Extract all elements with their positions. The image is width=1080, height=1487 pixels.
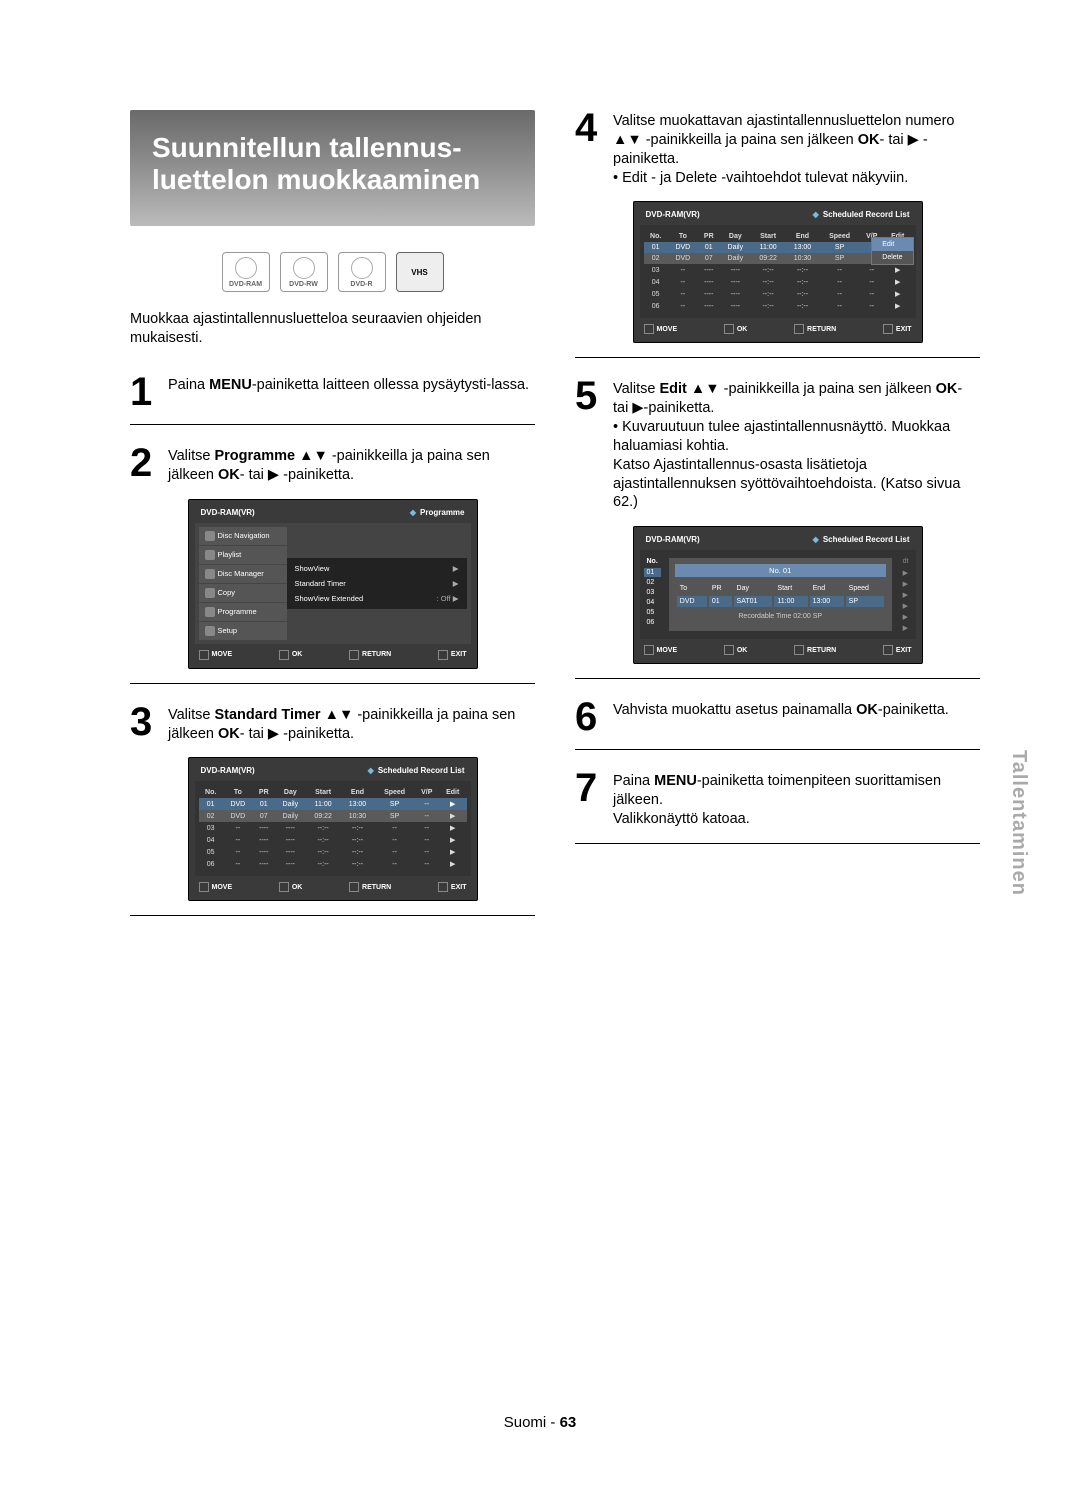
page-title: Suunnitellun tallennus-luettelon muokkaa… — [152, 132, 480, 195]
table-row: 01DVD01Daily11:0013:00SP--▶ — [199, 798, 467, 810]
step-6: 6 Vahvista muokattu asetus painamalla OK… — [575, 699, 980, 735]
step-5: 5 Valitse Edit ▲▼ -painikkeilla ja paina… — [575, 378, 980, 512]
divider — [575, 749, 980, 750]
divider — [575, 357, 980, 358]
page-footer: Suomi - 63 — [0, 1414, 1080, 1431]
intro-text: Muokkaa ajastintallennusluetteloa seuraa… — [130, 310, 535, 348]
dvd-rw-icon: DVD-RW — [280, 252, 328, 292]
step-1-text: Paina MENU-painiketta laitteen ollessa p… — [168, 374, 529, 410]
step-5-text: Valitse Edit ▲▼ -painikkeilla ja paina s… — [613, 378, 980, 512]
step-3-text: Valitse Standard Timer ▲▼ -painikkeilla … — [168, 704, 535, 744]
vhs-icon: VHS — [396, 252, 444, 292]
step-3: 3 Valitse Standard Timer ▲▼ -painikkeill… — [130, 704, 535, 744]
edit-delete-popup: Edit Delete — [871, 237, 913, 265]
dvd-r-icon: DVD-R — [338, 252, 386, 292]
step-number: 4 — [575, 110, 603, 187]
divider — [575, 843, 980, 844]
dvd-ram-icon: DVD-RAM — [222, 252, 270, 292]
step-number: 1 — [130, 374, 158, 410]
divider — [130, 683, 535, 684]
step-number: 6 — [575, 699, 603, 735]
divider — [575, 678, 980, 679]
record-table: No.ToPRDayStartEndSpeedV/PEdit 01DVD01Da… — [199, 787, 467, 870]
step-number: 5 — [575, 378, 603, 512]
screenshot-record-list-popup: DVD-RAM(VR) ◆Scheduled Record List No.To… — [633, 201, 923, 343]
table-row: 04------------:----:------▶ — [644, 276, 912, 288]
section-tab: Tallentaminen — [1007, 750, 1030, 896]
table-row: 05------------:----:------▶ — [199, 846, 467, 858]
divider — [130, 424, 535, 425]
step-7: 7 Paina MENU-painiketta toimenpiteen suo… — [575, 770, 980, 829]
step-number: 3 — [130, 704, 158, 744]
step-7-text: Paina MENU-painiketta toimenpiteen suori… — [613, 770, 980, 829]
screenshot-programme-menu: DVD-RAM(VR) ◆Programme Disc Navigation P… — [188, 499, 478, 669]
screenshot-edit-entry: DVD-RAM(VR) ◆Scheduled Record List No. 0… — [633, 526, 923, 664]
page-title-banner: Suunnitellun tallennus-luettelon muokkaa… — [130, 110, 535, 226]
step-2: 2 Valitse Programme ▲▼ -painikkeilla ja … — [130, 445, 535, 485]
step-4: 4 Valitse muokattavan ajastintallennuslu… — [575, 110, 980, 187]
screenshot-record-list: DVD-RAM(VR) ◆Scheduled Record List No.To… — [188, 757, 478, 901]
step-4-text: Valitse muokattavan ajastintallennusluet… — [613, 110, 980, 187]
table-row: 03------------:----:------▶ — [199, 822, 467, 834]
step-1: 1 Paina MENU-painiketta laitteen ollessa… — [130, 374, 535, 410]
divider — [130, 915, 535, 916]
step-number: 7 — [575, 770, 603, 829]
menu-options: ShowView▶ Standard Timer▶ ShowView Exten… — [287, 558, 467, 609]
step-6-text: Vahvista muokattu asetus painamalla OK-p… — [613, 699, 949, 735]
table-row: 03------------:----:------▶ — [644, 264, 912, 276]
step-number: 2 — [130, 445, 158, 485]
step-2-text: Valitse Programme ▲▼ -painikkeilla ja pa… — [168, 445, 535, 485]
table-row: 05------------:----:------▶ — [644, 288, 912, 300]
table-row: 06------------:----:------▶ — [199, 858, 467, 870]
table-row: 02DVD07Daily09:2210:30SP--▶ — [199, 810, 467, 822]
table-row: 06------------:----:------▶ — [644, 300, 912, 312]
media-type-icons: DVD-RAM DVD-RW DVD-R VHS — [130, 252, 535, 292]
menu-sidebar: Disc Navigation Playlist Disc Manager Co… — [199, 527, 287, 640]
table-row: 04------------:----:------▶ — [199, 834, 467, 846]
